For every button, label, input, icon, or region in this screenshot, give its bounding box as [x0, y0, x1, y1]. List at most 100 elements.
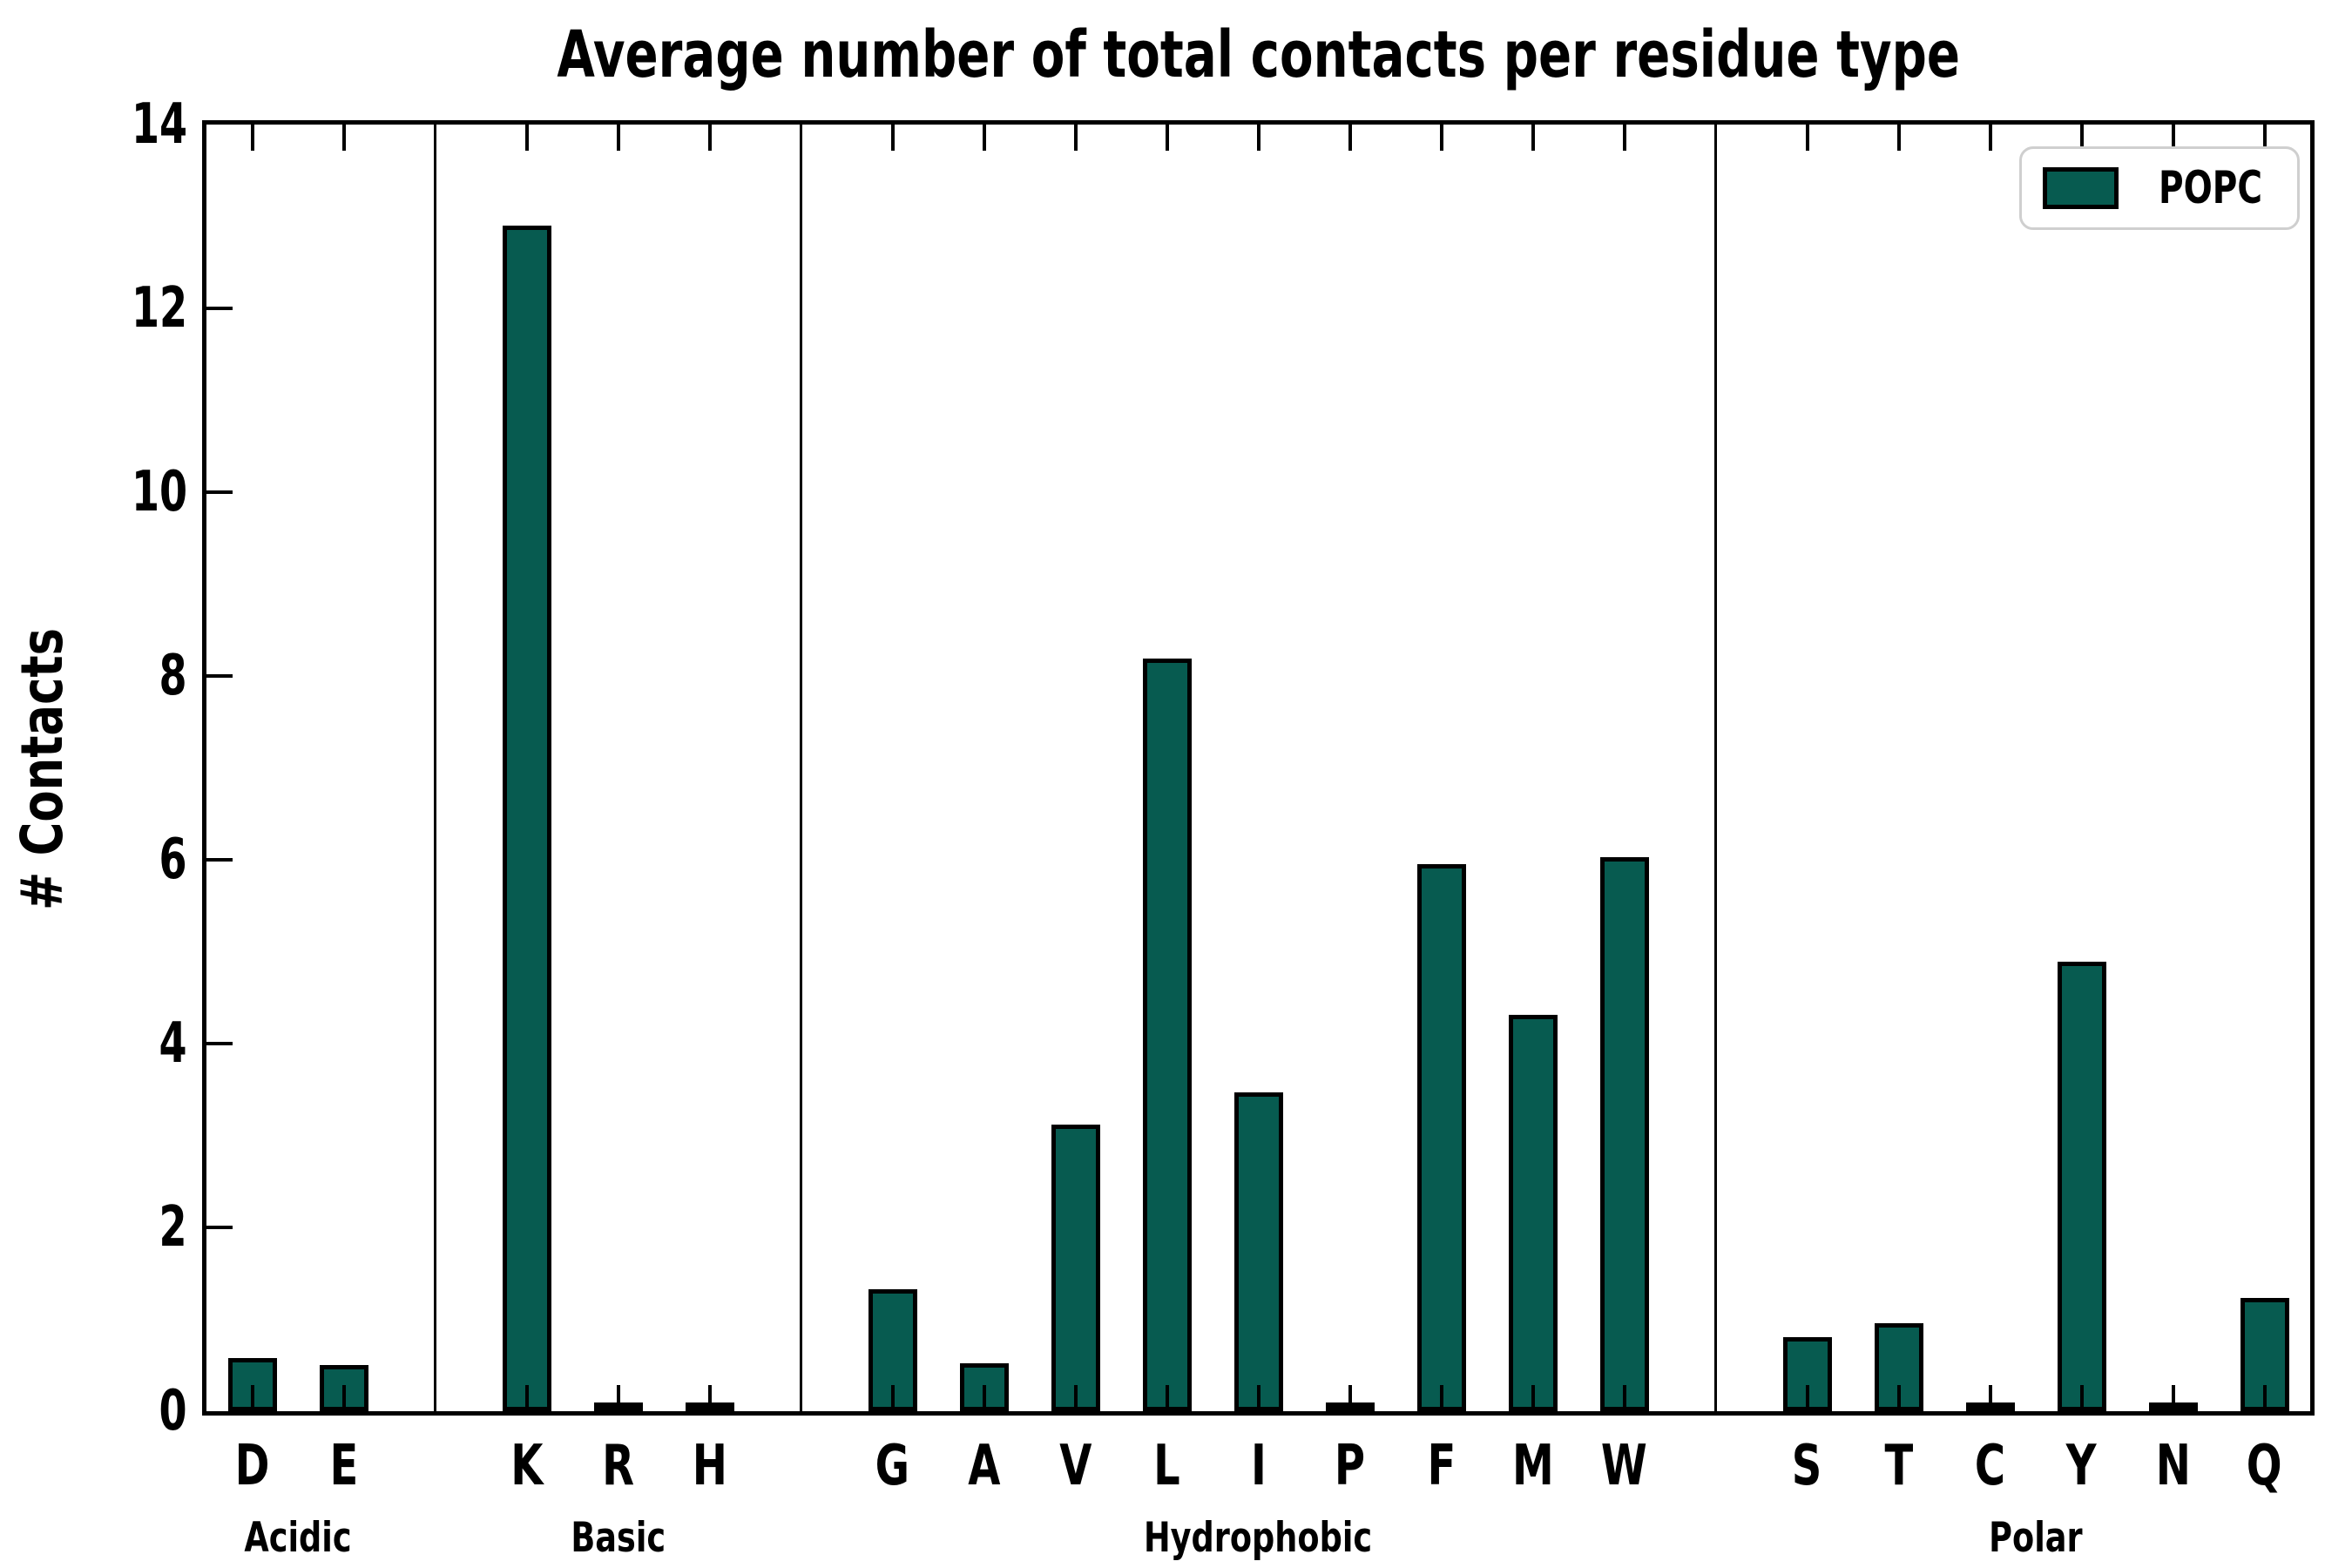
x-tick-label-text: S: [1792, 1434, 1822, 1498]
x-tick-label-C: C: [1943, 1436, 2038, 1497]
x-tick-bottom-W: [1622, 1385, 1626, 1411]
x-tick-label-text: W: [1601, 1434, 1647, 1498]
x-tick-label-N: N: [2126, 1436, 2221, 1497]
bar-V: [1051, 1124, 1100, 1411]
x-tick-top-L: [1165, 125, 1169, 151]
y-tick-label-14: 14: [57, 97, 187, 152]
y-tick-label-text: 0: [159, 1379, 187, 1443]
x-tick-bottom-I: [1256, 1385, 1260, 1411]
x-tick-top-I: [1256, 125, 1260, 151]
y-tick-label-text: 14: [131, 92, 187, 157]
x-tick-bottom-S: [1805, 1385, 1809, 1411]
x-tick-label-text: R: [602, 1434, 634, 1498]
x-tick-bottom-F: [1439, 1385, 1443, 1411]
y-tick-label-text: 10: [131, 460, 187, 524]
group-label-text: Basic: [571, 1514, 666, 1562]
y-tick-10: [206, 490, 233, 494]
x-tick-bottom-G: [890, 1385, 895, 1411]
x-tick-bottom-P: [1348, 1385, 1352, 1411]
x-tick-label-text: C: [1974, 1434, 2006, 1498]
x-tick-label-text: T: [1884, 1434, 1913, 1498]
y-tick-label-text: 6: [159, 828, 187, 892]
group-label-text: Acidic: [244, 1514, 352, 1562]
y-tick-4: [206, 1042, 233, 1045]
x-tick-top-E: [341, 125, 346, 151]
x-tick-bottom-L: [1165, 1385, 1169, 1411]
bar-F: [1416, 864, 1466, 1411]
x-tick-label-S: S: [1760, 1436, 1855, 1497]
y-tick-label-6: 6: [57, 832, 187, 888]
x-tick-top-Y: [2079, 125, 2084, 151]
x-tick-top-R: [616, 125, 620, 151]
x-tick-label-text: D: [234, 1434, 270, 1498]
x-tick-label-text: H: [692, 1434, 727, 1498]
x-tick-top-Q: [2262, 125, 2267, 151]
x-tick-top-M: [1531, 125, 1535, 151]
x-tick-bottom-K: [524, 1385, 529, 1411]
x-tick-label-D: D: [205, 1436, 301, 1497]
x-tick-label-F: F: [1394, 1436, 1490, 1497]
x-tick-label-text: A: [967, 1434, 1001, 1498]
x-tick-bottom-V: [1073, 1385, 1078, 1411]
x-tick-top-H: [707, 125, 712, 151]
y-tick-label-text: 2: [159, 1195, 187, 1260]
x-tick-bottom-A: [982, 1385, 986, 1411]
x-tick-bottom-D: [250, 1385, 254, 1411]
x-tick-top-W: [1622, 125, 1626, 151]
x-tick-label-P: P: [1302, 1436, 1398, 1497]
x-tick-label-text: E: [329, 1434, 358, 1498]
bar-W: [1599, 856, 1649, 1411]
x-tick-label-H: H: [662, 1436, 758, 1497]
x-tick-bottom-M: [1531, 1385, 1535, 1411]
y-tick-label-10: 10: [57, 464, 187, 520]
y-tick-6: [206, 858, 233, 862]
x-tick-label-E: E: [296, 1436, 392, 1497]
x-tick-top-C: [1988, 125, 1992, 151]
x-tick-label-Y: Y: [2034, 1436, 2130, 1497]
x-tick-label-text: N: [2155, 1434, 2191, 1498]
x-tick-label-text: I: [1250, 1434, 1267, 1498]
x-tick-label-text: M: [1511, 1434, 1554, 1498]
x-tick-top-P: [1348, 125, 1352, 151]
y-tick-label-text: 12: [131, 276, 187, 341]
x-tick-bottom-T: [1896, 1385, 1901, 1411]
x-tick-top-V: [1073, 125, 1078, 151]
bar-Y: [2057, 962, 2106, 1411]
y-tick-label-text: 8: [159, 644, 187, 708]
x-tick-label-text: Y: [2066, 1434, 2097, 1498]
x-tick-bottom-R: [616, 1385, 620, 1411]
x-tick-label-text: Q: [2247, 1434, 2282, 1498]
x-tick-label-text: K: [510, 1434, 544, 1498]
x-tick-label-G: G: [845, 1436, 941, 1497]
legend: POPC: [2019, 146, 2300, 230]
x-tick-top-K: [524, 125, 529, 151]
x-tick-top-T: [1896, 125, 1901, 151]
y-tick-label-text: 4: [159, 1011, 187, 1076]
group-label-text: Polar: [1989, 1514, 2083, 1562]
group-label-polar: Polar: [1818, 1514, 2254, 1563]
y-tick-label-0: 0: [57, 1383, 187, 1439]
y-tick-label-4: 4: [57, 1016, 187, 1071]
x-tick-label-K: K: [479, 1436, 575, 1497]
x-tick-label-A: A: [936, 1436, 1032, 1497]
group-label-acidic: Acidic: [80, 1514, 516, 1563]
x-tick-label-text: V: [1058, 1434, 1092, 1498]
bar-I: [1233, 1092, 1283, 1411]
x-tick-bottom-Y: [2079, 1385, 2084, 1411]
x-tick-label-W: W: [1577, 1436, 1673, 1497]
y-tick-2: [206, 1226, 233, 1229]
bar-M: [1508, 1015, 1558, 1411]
group-label-hydrophobic: Hydrophobic: [1041, 1514, 1477, 1563]
plot-area: [202, 120, 2315, 1416]
legend-color-swatch: [2043, 167, 2119, 209]
x-tick-label-M: M: [1485, 1436, 1581, 1497]
x-tick-top-N: [2171, 125, 2175, 151]
x-tick-top-A: [982, 125, 986, 151]
x-tick-label-R: R: [571, 1436, 666, 1497]
group-divider-line: [434, 125, 436, 1411]
x-tick-label-text: F: [1427, 1434, 1456, 1498]
x-tick-top-S: [1805, 125, 1809, 151]
x-tick-label-text: G: [875, 1434, 910, 1498]
group-label-basic: Basic: [401, 1514, 836, 1563]
